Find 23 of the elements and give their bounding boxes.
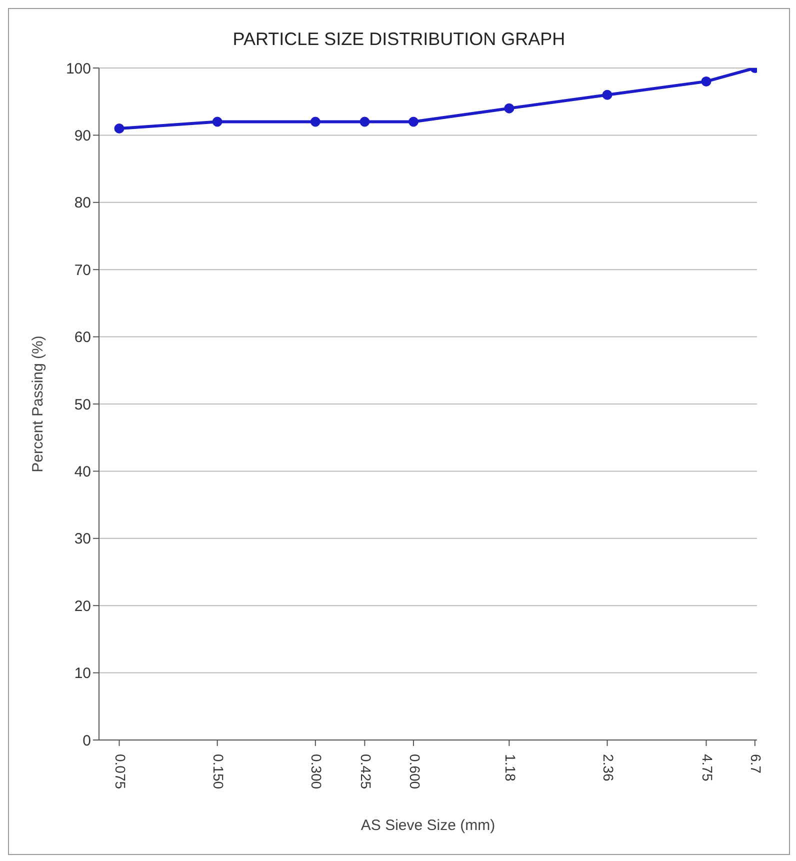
x-tick-label: 2.36 — [600, 754, 617, 782]
x-axis-title: AS Sieve Size (mm) — [360, 817, 496, 834]
x-tick-label: 0.425 — [358, 754, 374, 790]
y-tick-label: 80 — [74, 194, 91, 212]
y-tick-label: 20 — [74, 598, 91, 615]
y-tick-label: 60 — [74, 329, 91, 346]
y-tick-label: 50 — [74, 396, 91, 414]
x-tick-label: 0.600 — [406, 754, 423, 790]
y-tick-label: 0 — [82, 732, 91, 750]
x-tick-label: 0.300 — [308, 754, 325, 790]
y-tick-label: 70 — [74, 262, 91, 279]
x-tick-label: 0.075 — [112, 754, 129, 790]
y-axis-title: Percent Passing (%) — [29, 336, 46, 472]
y-tick-label: 10 — [74, 665, 91, 682]
y-tick-label: 30 — [74, 530, 91, 548]
x-tick-label: 6.7 — [748, 754, 764, 774]
x-tick-label: 1.18 — [502, 754, 518, 782]
y-tick-label: 40 — [74, 464, 91, 481]
x-tick-label: 4.75 — [700, 754, 716, 782]
y-tick-label: 100 — [66, 60, 91, 78]
x-tick-label: 0.150 — [210, 754, 227, 790]
chart-title: PARTICLE SIZE DISTRIBUTION GRAPH — [232, 29, 566, 50]
y-tick-label: 90 — [74, 128, 91, 145]
